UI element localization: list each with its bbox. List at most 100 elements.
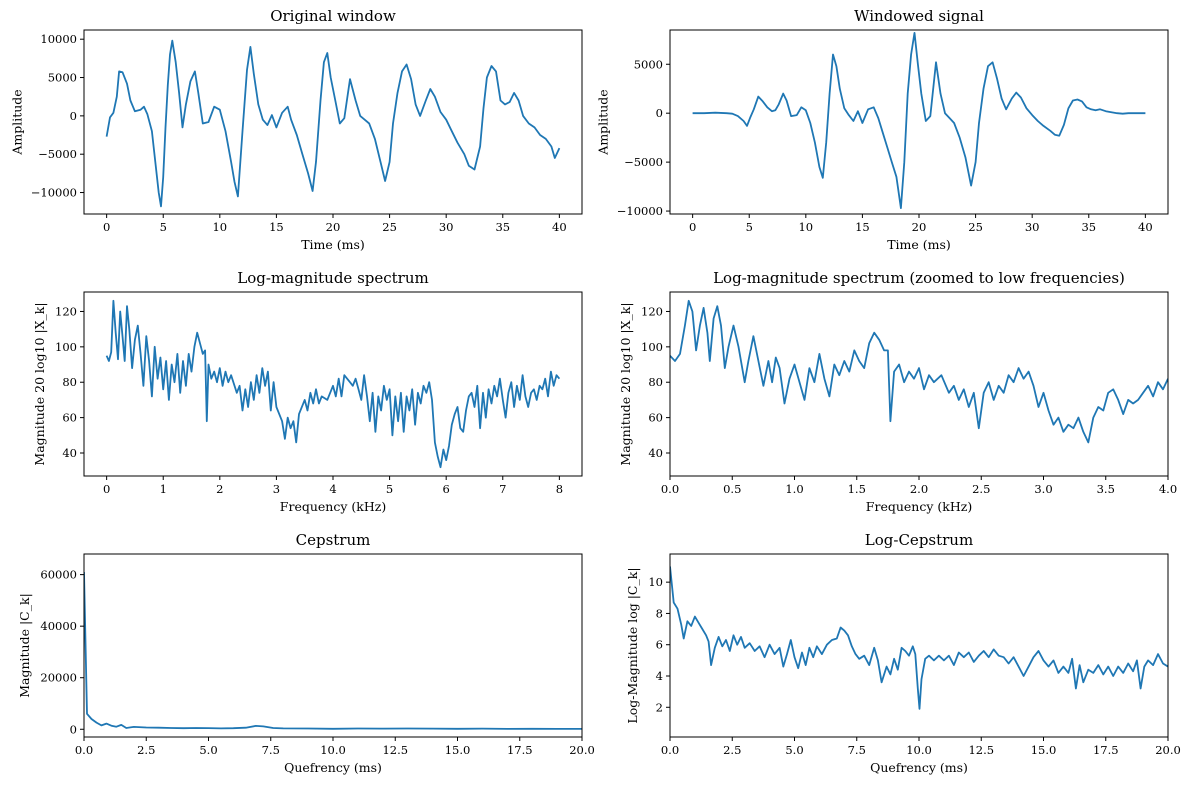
chart-title: Log-Cepstrum <box>865 531 973 549</box>
log-magnitude-spectrum-zoomed-panel: 0.0 0.5 1.0 1.5 2.0 2.5 3.0 3.5 4.0 40 60 80 100 120 L… <box>618 269 1177 514</box>
x-tick-label: 25 <box>382 220 397 234</box>
x-tick-label: 4.0 <box>1159 482 1177 496</box>
y-tick-label: 40 <box>648 446 663 460</box>
series-line <box>105 39 561 208</box>
x-tick-label: 2.0 <box>910 482 928 496</box>
cepstrum-panel: 0.0 2.5 5.0 7.5 10.0 12.5 15.0 17.5 20.0 0 20000 40… <box>17 531 595 775</box>
x-tick-label: 10 <box>798 220 813 234</box>
x-tick-label: 2 <box>216 482 223 496</box>
x-tick-label: 40 <box>1138 220 1153 234</box>
log-magnitude-spectrum-panel: 0 1 2 3 4 5 6 7 8 40 60 80 100 120 Log-magnitude spect… <box>32 269 583 514</box>
y-tick-label: 5000 <box>48 71 77 85</box>
plot-frame <box>669 291 1169 477</box>
x-tick-label: 3.5 <box>1097 482 1115 496</box>
x-tick-label: 4 <box>329 482 336 496</box>
y-tick-label: 0 <box>656 106 663 120</box>
series-line <box>670 299 1168 444</box>
x-tick-label: 25 <box>968 220 983 234</box>
x-tick-label: 2.5 <box>972 482 990 496</box>
x-tick-label: 20.0 <box>1155 743 1181 757</box>
x-tick-label: 15 <box>269 220 284 234</box>
y-tick-label: 80 <box>648 375 663 389</box>
y-tick-label: 20000 <box>40 671 77 685</box>
x-tick-label: 2.5 <box>723 743 741 757</box>
x-tick-label: 20 <box>326 220 341 234</box>
y-tick-label: 6 <box>656 638 663 652</box>
x-tick-label: 6 <box>443 482 450 496</box>
y-tick-label: 60 <box>648 411 663 425</box>
x-tick-label: 10 <box>212 220 227 234</box>
y-tick-label: 80 <box>62 375 77 389</box>
plot-frame <box>83 291 583 477</box>
x-tick-label: 40 <box>552 220 567 234</box>
x-tick-label: 20 <box>912 220 927 234</box>
x-tick-label: 17.5 <box>507 743 533 757</box>
chart-title: Cepstrum <box>296 531 371 549</box>
y-tick-label: 2 <box>656 700 663 714</box>
chart-title: Log-magnitude spectrum (zoomed to low fr… <box>713 269 1125 287</box>
plot-frame <box>83 553 583 738</box>
x-tick-label: 10.0 <box>320 743 346 757</box>
x-tick-label: 0.5 <box>723 482 741 496</box>
y-tick-label: 120 <box>641 304 663 318</box>
y-tick-label: −10000 <box>617 204 663 218</box>
y-tick-label: 40000 <box>40 619 77 633</box>
x-tick-label: 7.5 <box>262 743 280 757</box>
series-line <box>692 32 1146 209</box>
x-tick-label: 1 <box>160 482 167 496</box>
x-tick-label: 0.0 <box>661 482 679 496</box>
x-tick-label: 12.5 <box>382 743 408 757</box>
x-tick-label: 15.0 <box>1031 743 1057 757</box>
y-axis-label: Log-Magnitude log |C_k| <box>625 567 640 723</box>
series-line <box>670 566 1168 710</box>
x-tick-label: 35 <box>1081 220 1096 234</box>
x-tick-label: 5 <box>746 220 753 234</box>
x-axis-label: Quefrency (ms) <box>284 760 382 775</box>
y-axis-label: Amplitude <box>10 89 25 155</box>
x-tick-label: 5.0 <box>785 743 803 757</box>
chart-title: Log-magnitude spectrum <box>237 269 428 287</box>
y-tick-label: 120 <box>55 304 77 318</box>
y-tick-label: 60000 <box>40 568 77 582</box>
y-tick-label: 10 <box>648 575 663 589</box>
x-tick-label: 0 <box>103 220 110 234</box>
x-tick-label: 7.5 <box>848 743 866 757</box>
y-tick-label: 10000 <box>40 32 77 46</box>
y-tick-label: 0 <box>70 109 77 123</box>
x-tick-label: 1.5 <box>848 482 866 496</box>
x-tick-label: 8 <box>556 482 563 496</box>
x-tick-label: 0 <box>689 220 696 234</box>
x-tick-label: 15 <box>855 220 870 234</box>
y-axis-label: Magnitude 20 log10 |X_k| <box>32 302 47 465</box>
x-tick-label: 5 <box>160 220 167 234</box>
y-tick-label: 100 <box>55 340 77 354</box>
x-tick-label: 0 <box>103 482 110 496</box>
x-tick-label: 17.5 <box>1093 743 1119 757</box>
x-axis-label: Time (ms) <box>887 237 951 252</box>
y-tick-label: 40 <box>62 446 77 460</box>
x-tick-label: 5 <box>386 482 393 496</box>
x-tick-label: 35 <box>495 220 510 234</box>
y-axis-label: Amplitude <box>596 89 611 155</box>
x-axis-label: Quefrency (ms) <box>870 760 968 775</box>
windowed-signal-panel: 0 5 10 15 20 25 30 35 40 −10000 −5000 0 5000 Windowed… <box>596 7 1169 252</box>
x-tick-label: 30 <box>1025 220 1040 234</box>
x-tick-label: 20.0 <box>569 743 595 757</box>
y-tick-label: 5000 <box>634 57 663 71</box>
y-tick-label: 4 <box>656 669 663 683</box>
series-line <box>105 299 561 469</box>
series-line <box>84 571 582 730</box>
x-tick-label: 2.5 <box>137 743 155 757</box>
x-tick-label: 15.0 <box>445 743 471 757</box>
y-tick-label: −10000 <box>31 186 77 200</box>
x-tick-label: 1.0 <box>785 482 803 496</box>
y-axis-label: Magnitude |C_k| <box>17 593 32 698</box>
x-tick-label: 3 <box>273 482 280 496</box>
y-tick-label: −5000 <box>624 155 663 169</box>
x-axis-label: Frequency (kHz) <box>280 499 386 514</box>
y-tick-label: 0 <box>70 722 77 736</box>
y-tick-label: 8 <box>656 606 663 620</box>
x-axis-label: Time (ms) <box>301 237 365 252</box>
y-tick-label: 60 <box>62 411 77 425</box>
chart-title: Original window <box>270 7 396 25</box>
